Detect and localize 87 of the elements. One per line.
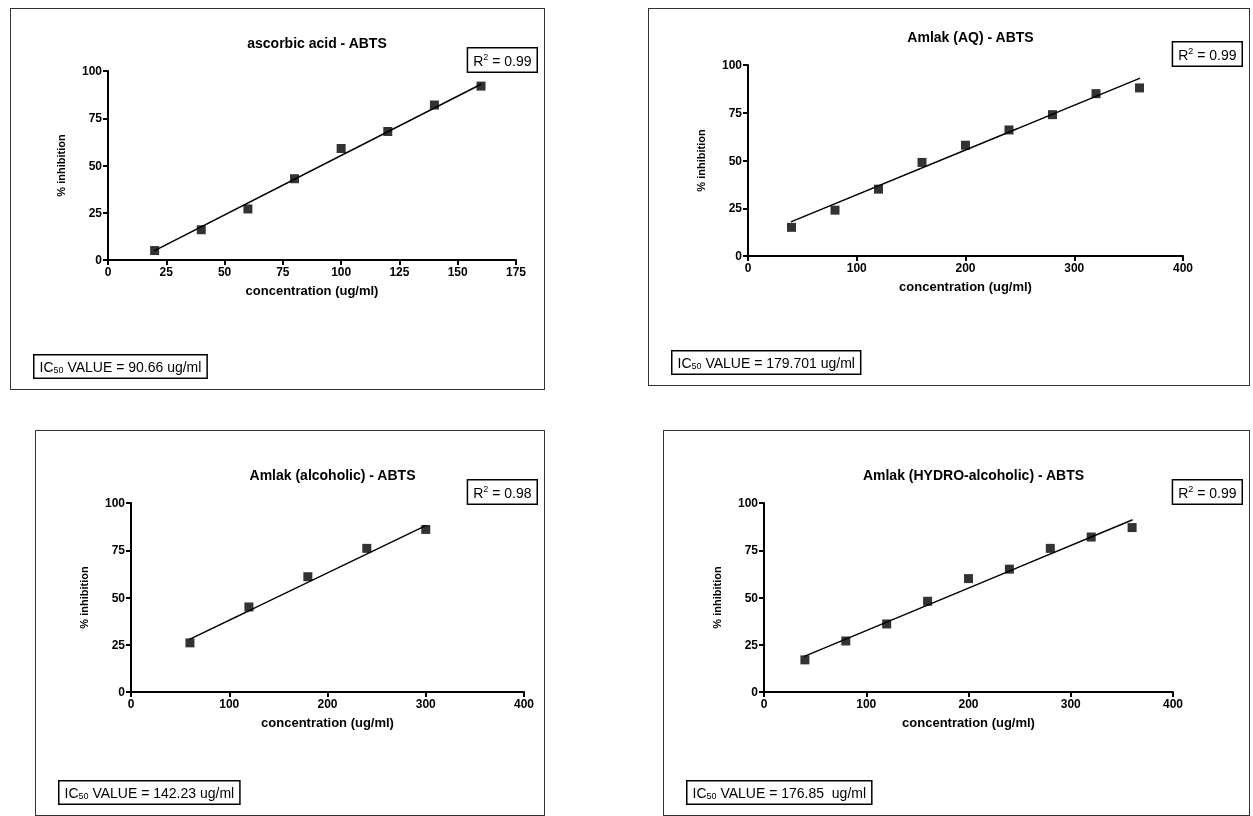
y-tick-label: 0 (118, 685, 126, 699)
point (383, 126, 393, 136)
point (830, 205, 840, 215)
x-tick-label: 300 (1064, 261, 1085, 275)
y-tick-label: 25 (111, 637, 126, 652)
x-tick-label: 100 (331, 265, 352, 279)
x-tick-label: 25 (159, 265, 174, 279)
y-tick-label: 50 (744, 590, 759, 605)
x-tick-label: 125 (389, 265, 410, 279)
y-axis-title: % inhibition (694, 129, 707, 192)
x-tick-label: 75 (276, 265, 290, 279)
point (290, 174, 300, 184)
x-tick-label: 100 (846, 261, 868, 275)
y-tick-label: 25 (744, 637, 759, 652)
x-tick-label: 200 (958, 697, 979, 711)
x-tick-label: 0 (760, 697, 768, 711)
x-tick-label: 400 (513, 697, 535, 711)
text: IC50 VALUE = 142.23 ug/ml (64, 785, 235, 801)
point (1091, 89, 1101, 99)
text: IC50 VALUE = 179.701 ug/ml (677, 355, 855, 371)
x-tick-label: 400 (1162, 697, 1184, 711)
y-tick-label: 75 (111, 543, 126, 558)
point (961, 140, 970, 150)
point (336, 143, 346, 153)
y-tick-label: 0 (735, 249, 743, 263)
y-tick-label: 100 (81, 64, 103, 78)
y-tick-label: 50 (728, 153, 743, 168)
x-tick-label: 100 (856, 697, 877, 711)
y-tick-label: 25 (88, 205, 103, 220)
y-tick-label: 75 (728, 105, 743, 120)
point (964, 574, 973, 584)
x-tick-label: 175 (505, 265, 527, 279)
point (841, 636, 851, 646)
x-tick-label: 200 (317, 697, 338, 711)
point (1004, 564, 1014, 574)
x-tick-label: 300 (1060, 697, 1082, 711)
x-tick-label: 0 (127, 697, 135, 711)
point (303, 572, 313, 582)
point (185, 638, 195, 648)
point (150, 246, 160, 256)
x-axis-title: concentration (ug/ml) (899, 279, 1032, 294)
y-tick-label: 100 (721, 58, 743, 72)
x-axis-title: concentration (ug/ml) (245, 283, 379, 298)
point (882, 619, 892, 629)
x-tick-label: 200 (955, 261, 976, 275)
chart-title: Amlak (HYDRO-alcoholic) - ABTS (862, 467, 1085, 483)
point (1135, 83, 1144, 93)
y-axis-title: % inhibition (710, 566, 723, 629)
point (787, 222, 796, 232)
y-tick-label: 50 (111, 590, 126, 605)
x-tick-label: 100 (219, 697, 240, 711)
point (874, 184, 883, 194)
x-tick-label: 400 (1172, 261, 1194, 275)
point (1045, 543, 1055, 553)
y-tick-label: 75 (88, 111, 103, 126)
point (917, 157, 927, 167)
y-axis-title: % inhibition (77, 566, 90, 629)
point (196, 225, 206, 235)
point (923, 596, 933, 606)
x-axis-title: concentration (ug/ml) (902, 715, 1035, 730)
point (244, 602, 254, 612)
point (1048, 110, 1057, 120)
x-axis-title: concentration (ug/ml) (261, 715, 394, 730)
y-tick-label: 100 (104, 496, 126, 510)
point (429, 100, 439, 110)
y-tick-label: 0 (751, 685, 759, 699)
point (1086, 532, 1096, 542)
text: IC50 VALUE = 176.85 ug/ml (692, 785, 867, 801)
point (1004, 125, 1014, 135)
chart-title: ascorbic acid - ABTS (247, 35, 387, 51)
x-tick-label: 300 (415, 697, 437, 711)
point (243, 204, 253, 214)
point (362, 543, 372, 553)
y-tick-label: 25 (728, 201, 743, 216)
point (421, 524, 431, 534)
point (476, 81, 486, 91)
y-tick-label: 50 (88, 158, 103, 173)
x-tick-label: 150 (447, 265, 469, 279)
point (800, 655, 810, 665)
x-tick-label: 50 (217, 265, 232, 279)
point (1127, 523, 1137, 533)
chart-title: Amlak (alcoholic) - ABTS (249, 467, 416, 483)
chart-title: Amlak (AQ) - ABTS (907, 29, 1034, 45)
text: IC50 VALUE = 90.66 ug/ml (39, 359, 202, 375)
y-tick-label: 75 (744, 543, 759, 558)
y-axis-title: % inhibition (54, 134, 67, 197)
y-tick-label: 100 (737, 496, 759, 510)
